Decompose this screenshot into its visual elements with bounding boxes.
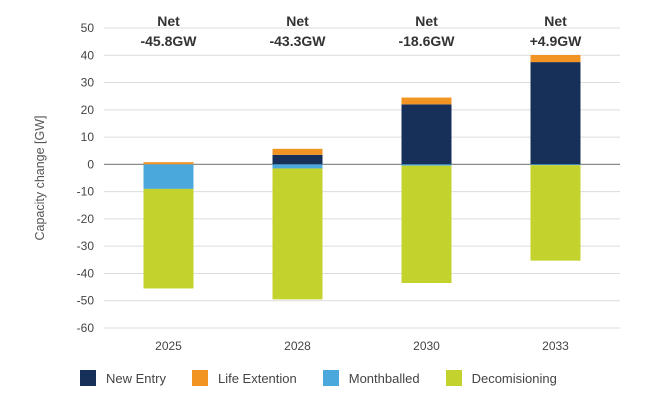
y-tick-label: 40 <box>81 48 95 62</box>
x-axis-ticks: 2025 2028 2030 2033 <box>155 339 569 353</box>
bar-segment <box>143 164 194 189</box>
bar-segment <box>530 164 581 166</box>
net-label: Net <box>415 13 438 29</box>
legend-item: Life Extention <box>191 370 297 386</box>
bar-segment <box>530 62 581 165</box>
y-tick-label: 10 <box>81 130 95 144</box>
x-tick-label: 2030 <box>413 339 440 353</box>
y-axis-ticks: 50 40 30 20 10 0 -10 -20 -30 -40 -50 -60 <box>77 21 95 335</box>
bar-segment <box>401 165 452 283</box>
net-annotations: Net -45.8GW Net -43.3GW Net -18.6GW Net +4.9GW <box>140 13 582 49</box>
bar-segment <box>530 55 581 63</box>
legend-label: New Entry <box>106 370 166 386</box>
bar-segment <box>143 188 194 289</box>
legend-swatch <box>191 370 208 386</box>
net-value: -18.6GW <box>398 33 455 49</box>
legend-swatch <box>445 370 462 386</box>
legend-swatch <box>322 370 339 386</box>
x-tick-label: 2025 <box>155 339 182 353</box>
y-tick-label: 0 <box>87 157 94 171</box>
y-tick-label: -40 <box>77 266 95 280</box>
y-tick-label: -20 <box>77 212 95 226</box>
net-label: Net <box>157 13 180 29</box>
bar-segment <box>401 164 452 166</box>
legend-label: Monthballed <box>348 370 420 386</box>
y-axis-label: Capacity change [GW] <box>33 115 47 240</box>
bar-segment <box>401 104 452 165</box>
y-tick-label: -60 <box>77 321 95 335</box>
net-label: Net <box>286 13 309 29</box>
y-tick-label: 30 <box>81 76 95 90</box>
bar-segment <box>272 148 323 155</box>
net-value: -45.8GW <box>140 33 197 49</box>
legend-label: Life Extention <box>217 370 297 386</box>
bar-segment <box>272 154 323 165</box>
net-label: Net <box>544 13 567 29</box>
y-tick-label: 20 <box>81 103 95 117</box>
x-tick-label: 2033 <box>542 339 569 353</box>
net-value: +4.9GW <box>530 33 583 49</box>
bar-segment <box>272 168 323 300</box>
y-tick-label: -10 <box>77 185 95 199</box>
bar-segment <box>530 165 581 261</box>
legend-item: Decomisioning <box>445 370 557 386</box>
y-tick-label: 50 <box>81 21 95 35</box>
legend-item: New Entry <box>80 370 166 386</box>
y-tick-label: -50 <box>77 294 95 308</box>
legend-item: Monthballed <box>322 370 420 386</box>
bar-segment <box>143 162 194 165</box>
bar-segment <box>272 164 323 169</box>
bar-segment <box>401 97 452 105</box>
legend-swatch <box>80 370 96 386</box>
legend-label: Decomisioning <box>471 370 557 386</box>
x-tick-label: 2028 <box>284 339 311 353</box>
net-value: -43.3GW <box>269 33 326 49</box>
legend: New Entry Life Extention Monthballed Decomi… <box>80 370 583 386</box>
y-tick-label: -30 <box>77 239 95 253</box>
bars <box>143 55 581 300</box>
